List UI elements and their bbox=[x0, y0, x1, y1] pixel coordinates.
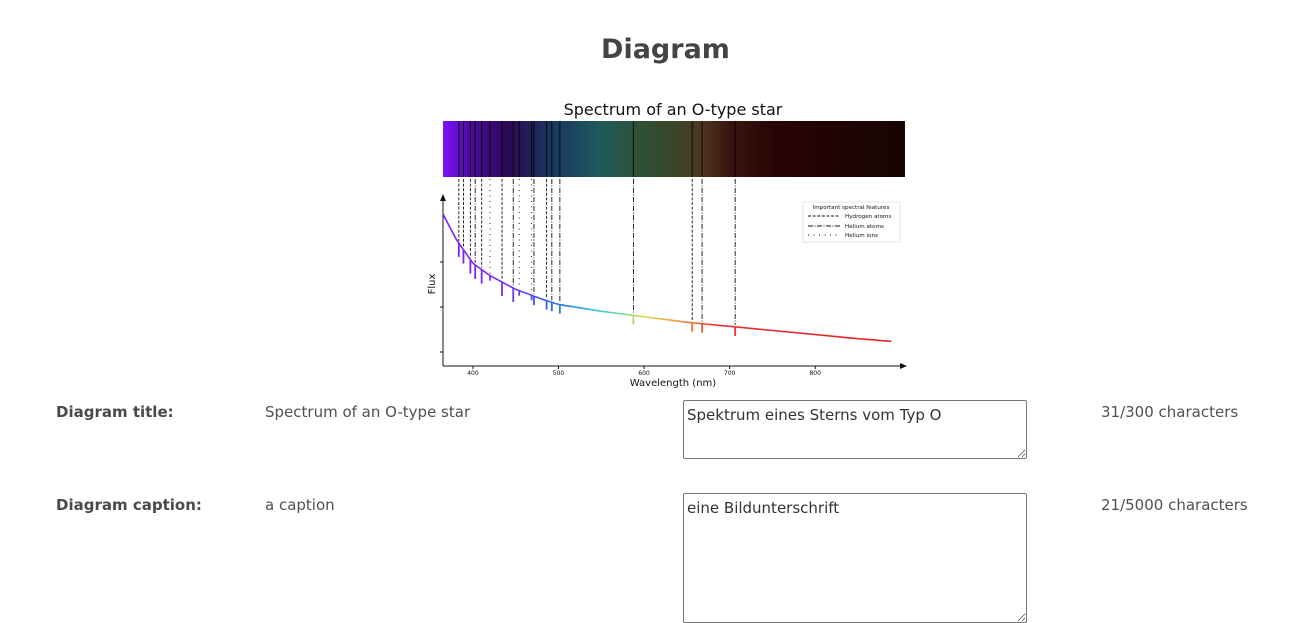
band-absorption-lines bbox=[458, 121, 736, 177]
chart-title: Spectrum of an O-type star bbox=[564, 100, 783, 119]
diagram-figure: Spectrum of an O-type star 400 500 600 700 8… bbox=[420, 96, 920, 392]
diagram-caption-character-count: 21/5000 characters bbox=[1101, 496, 1248, 514]
diagram-caption-label: Diagram caption: bbox=[56, 496, 202, 514]
spectrum-chart: Spectrum of an O-type star 400 500 600 700 8… bbox=[427, 100, 907, 389]
legend-box bbox=[802, 201, 901, 243]
diagram-title-source-text: Spectrum of an O-type star bbox=[265, 403, 471, 421]
diagram-caption-translation-input[interactable]: eine Bildunterschrift bbox=[683, 493, 1027, 623]
legend-label-hydrogen: Hydrogen atoms bbox=[845, 214, 891, 220]
x-tick-label: 500 bbox=[553, 370, 565, 377]
diagram-title-translation-input[interactable]: Spektrum eines Sterns vom Typ O bbox=[683, 400, 1027, 459]
legend: Important spectral features Hydrogen ato… bbox=[802, 201, 901, 243]
page-heading: Diagram bbox=[601, 34, 730, 65]
absorption-dips bbox=[457, 242, 737, 336]
x-tick-label: 800 bbox=[809, 370, 821, 377]
legend-title: Important spectral features bbox=[813, 205, 890, 211]
diagram-title-label: Diagram title: bbox=[56, 403, 174, 421]
x-axis-label: Wavelength (nm) bbox=[630, 378, 716, 389]
x-tick-label: 700 bbox=[724, 370, 736, 377]
diagram-title-character-count: 31/300 characters bbox=[1101, 403, 1239, 421]
legend-label-helium-atoms: Helium atoms bbox=[845, 224, 884, 230]
x-ticks: 400 500 600 700 800 bbox=[467, 366, 821, 377]
y-axis-label: Flux bbox=[427, 274, 438, 295]
x-axis-arrow-icon bbox=[900, 363, 907, 369]
legend-label-helium-ions: Helium ions bbox=[845, 233, 878, 239]
spectrum-curve bbox=[442, 213, 892, 343]
y-axis-arrow-icon bbox=[440, 194, 446, 201]
spectrum-color-band bbox=[443, 121, 905, 177]
x-tick-label: 600 bbox=[638, 370, 650, 377]
feature-lines bbox=[458, 179, 736, 325]
diagram-caption-source-text: a caption bbox=[265, 496, 335, 514]
x-tick-label: 400 bbox=[467, 370, 479, 377]
